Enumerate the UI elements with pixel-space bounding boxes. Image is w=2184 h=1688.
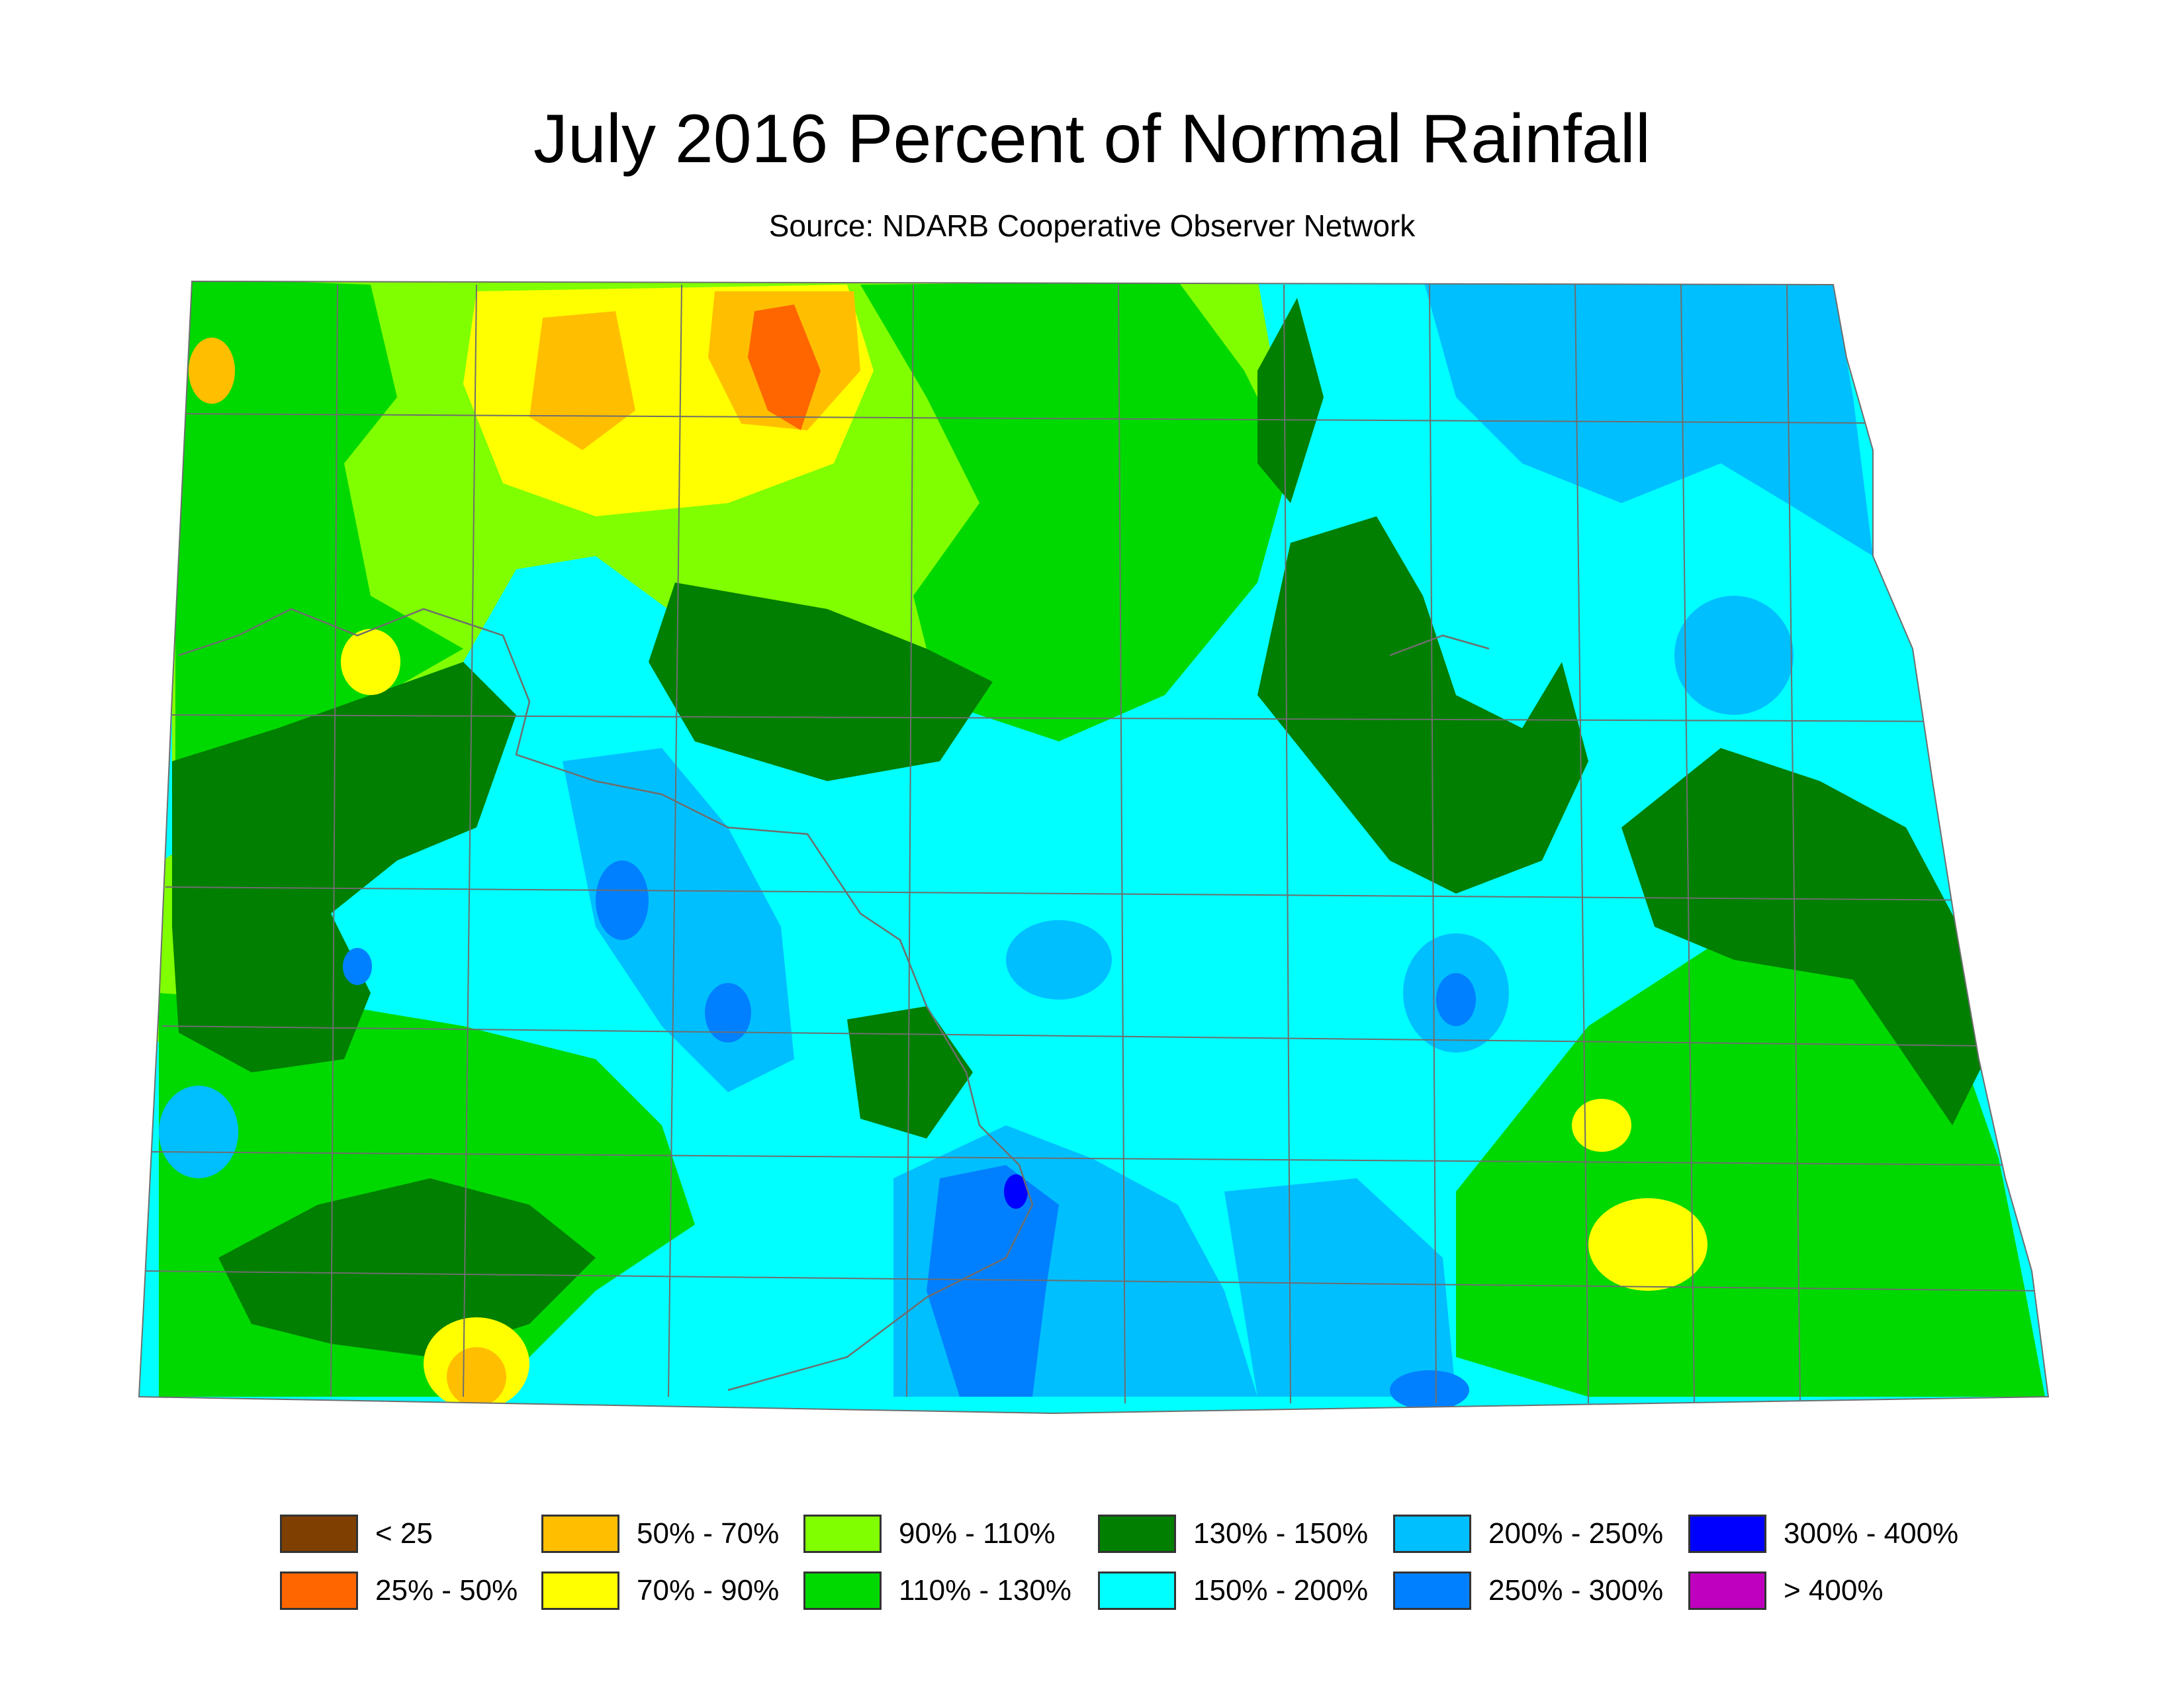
zone-130-150-south-center	[847, 1006, 973, 1139]
map-subtitle: Source: NDARB Cooperative Observer Netwo…	[768, 209, 1416, 243]
zone-25-50-north	[748, 305, 821, 430]
zone-130-150-central-band	[649, 583, 993, 781]
zone-70-90-west	[341, 629, 400, 695]
zone-200-250-south-center-east	[1224, 1178, 1456, 1397]
zone-200-250-east-blob	[1674, 596, 1794, 715]
zone-130-150-northwest-band	[172, 662, 516, 1072]
state-outline	[138, 280, 2050, 1415]
zone-250-300-south	[927, 1165, 1059, 1397]
zone-250-300-west-center	[596, 861, 649, 940]
zone-130-150-east-north	[1257, 298, 1324, 503]
county-lines	[145, 284, 2039, 1404]
zone-200-250-northeast	[1423, 281, 1873, 556]
zone-300-400-south-central	[1004, 1174, 1028, 1209]
zone-130-150-north-east-center	[1257, 516, 1588, 894]
zone-50-70-northwest	[189, 338, 235, 404]
zone-70-90-southeast-2	[1572, 1099, 1631, 1152]
zone-250-300-east	[1436, 973, 1476, 1026]
zone-250-300-south-east	[1390, 1370, 1469, 1410]
zone-250-300-central	[705, 983, 751, 1043]
zone-70-90-southeast	[1588, 1198, 1707, 1291]
zone-130-150-east	[1621, 748, 1985, 1125]
zone-250-300-west	[343, 948, 372, 985]
zone-130-150-southwest	[218, 1178, 596, 1357]
map-title: July 2016 Percent of Normal Rainfall	[533, 101, 1651, 177]
rainfall-surface	[139, 281, 2048, 1413]
zone-110-130-north-central	[860, 281, 1291, 741]
river-lines	[178, 608, 1490, 1391]
zone-200-250-west-blob	[159, 1086, 238, 1178]
zone-200-250-mid-blob	[1006, 920, 1112, 1000]
zone-50-70-southwest	[447, 1347, 506, 1407]
